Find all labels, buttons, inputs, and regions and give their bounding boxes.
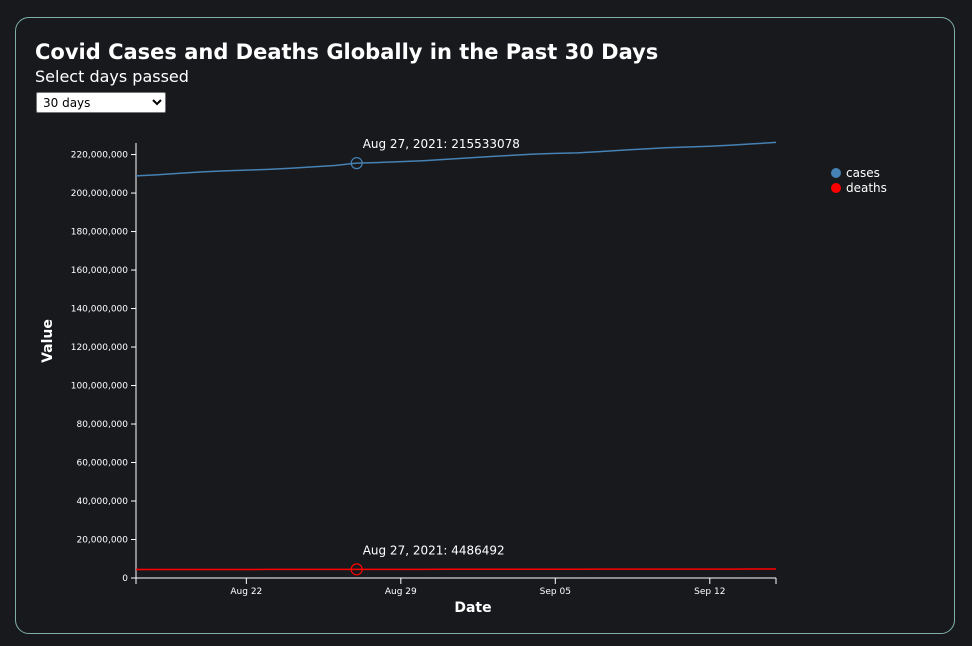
y-tick-label: 20,000,000 [76, 536, 128, 546]
y-tick-label: 140,000,000 [71, 305, 129, 315]
page-title: Covid Cases and Deaths Globally in the P… [35, 40, 659, 64]
x-axis-title: Date [454, 600, 491, 616]
y-tick-label: 40,000,000 [76, 497, 128, 507]
y-tick-label: 200,000,000 [71, 189, 129, 199]
cases-line [135, 141, 777, 177]
y-tick-label: 60,000,000 [76, 459, 128, 469]
y-tick-label: 0 [122, 574, 128, 584]
days-passed-select[interactable]: 30 days [36, 92, 166, 113]
series-layer [135, 141, 777, 571]
y-tick-label: 160,000,000 [71, 266, 129, 276]
legend-swatch-deaths [831, 183, 841, 193]
y-tick-label: 100,000,000 [71, 382, 129, 392]
cases-hover-marker [350, 157, 363, 170]
annotations: Aug 27, 2021: 215533078 Aug 27, 2021: 448… [350, 137, 520, 576]
x-tick-label: Sep 05 [540, 587, 571, 597]
deaths-hover-marker [350, 563, 363, 576]
y-tick-label: 220,000,000 [71, 151, 129, 161]
legend-label-cases: cases [846, 166, 880, 180]
x-tick-label: Aug 22 [230, 587, 262, 597]
y-axis: 0 20,000,000 40,000,000 60,000,000 80,000,00… [71, 143, 137, 584]
chart-card [15, 17, 955, 634]
y-tick-label: 80,000,000 [76, 420, 128, 430]
deaths-hover-label: Aug 27, 2021: 4486492 [363, 543, 505, 557]
cases-hover-label: Aug 27, 2021: 215533078 [363, 137, 520, 151]
select-days-label: Select days passed [35, 67, 189, 86]
x-tick-label: Aug 29 [385, 587, 417, 597]
x-axis: Aug 22 Aug 29 Sep 05 Sep 12 [135, 577, 777, 597]
y-axis-title: Value [40, 319, 56, 363]
legend-swatch-cases [831, 168, 841, 178]
y-tick-label: 120,000,000 [71, 343, 129, 353]
y-tick-label: 180,000,000 [71, 228, 129, 238]
x-tick-label: Sep 12 [694, 587, 725, 597]
legend-label-deaths: deaths [846, 181, 887, 195]
deaths-line [135, 568, 777, 571]
